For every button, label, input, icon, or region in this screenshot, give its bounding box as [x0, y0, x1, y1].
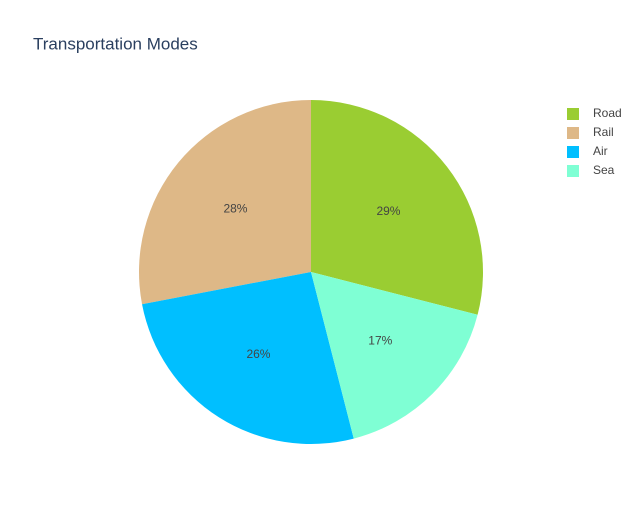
pie-slice [142, 272, 354, 444]
legend-label[interactable]: Air [593, 144, 608, 158]
legend-label[interactable]: Sea [593, 163, 615, 177]
slice-label: 17% [368, 333, 392, 347]
slice-label: 28% [223, 202, 247, 216]
legend-swatch[interactable] [567, 108, 579, 120]
slice-label: 29% [376, 204, 400, 218]
legend-swatch[interactable] [567, 146, 579, 158]
slice-label: 26% [246, 347, 270, 361]
pie-slice [311, 100, 484, 315]
legend-label[interactable]: Rail [593, 125, 614, 139]
pie-slice [311, 272, 478, 439]
chart-title: Transportation Modes [33, 34, 198, 53]
pie-slice [139, 100, 311, 305]
legend-label[interactable]: Road [593, 106, 622, 120]
legend-swatch[interactable] [567, 127, 579, 139]
legend-swatch[interactable] [567, 165, 579, 177]
